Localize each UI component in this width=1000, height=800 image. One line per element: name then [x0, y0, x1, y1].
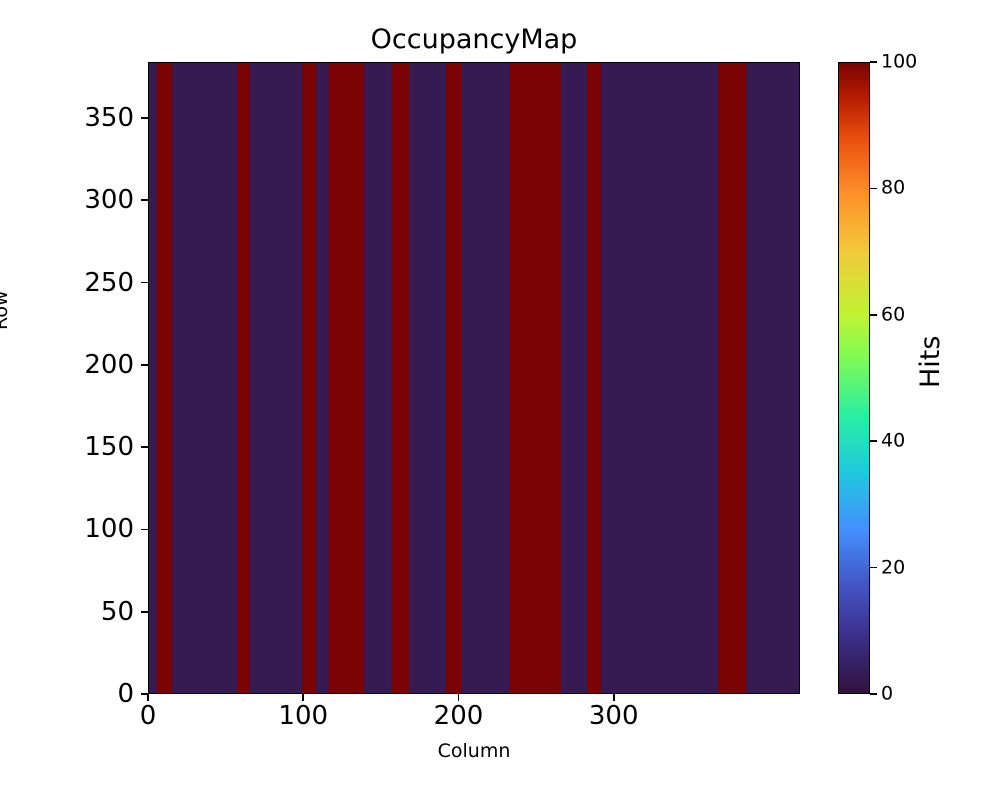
x-axis-tick-label: 300: [588, 701, 639, 731]
y-axis-tick-mark: [141, 693, 148, 695]
y-axis-tick-label: 0: [117, 679, 134, 709]
colorbar-tick-mark: [870, 61, 877, 63]
colorbar-tick-label: 20: [881, 556, 906, 579]
colorbar-tick-label: 40: [881, 429, 906, 452]
y-axis-tick-label: 50: [100, 596, 134, 627]
y-axis-tick-mark: [141, 610, 148, 613]
y-axis-tick-label: 100: [84, 514, 134, 545]
y-axis-tick-mark: [141, 281, 148, 284]
x-axis-tick-label: 100: [278, 701, 329, 731]
x-axis-tick-mark: [147, 694, 149, 701]
colorbar-tick-label: 60: [881, 303, 906, 326]
x-axis-tick-mark: [612, 694, 615, 701]
colorbar-tick-label: 80: [881, 176, 906, 199]
colorbar-tick-mark: [870, 693, 877, 695]
occupancy-heatmap-image: [149, 63, 799, 693]
y-axis-tick-label: 150: [84, 432, 134, 463]
colorbar-label: Hits: [915, 335, 946, 388]
x-axis-label: Column: [437, 740, 511, 762]
x-axis-tick-label: 200: [433, 701, 484, 731]
colorbar-gradient: [838, 62, 870, 694]
colorbar-tick-mark: [870, 314, 877, 316]
colorbar-tick-label: 0: [881, 682, 894, 705]
colorbar-tick-mark: [870, 187, 877, 190]
y-axis-tick-mark: [141, 117, 148, 119]
x-axis-tick-mark: [302, 694, 305, 701]
colorbar[interactable]: 0 20 40 60 80 100: [838, 52, 917, 703]
page-title: OccupancyMap: [370, 24, 578, 55]
colorbar-tick-mark: [870, 440, 877, 442]
y-axis-tick-label: 200: [84, 349, 134, 380]
x-axis-tick-label: 0: [139, 701, 157, 731]
y-axis-tick-label: 250: [84, 267, 134, 298]
y-axis-label: Row: [0, 290, 12, 330]
y-axis-tick-mark: [141, 446, 148, 448]
colorbar-tick-label: 100: [881, 50, 918, 73]
heatmap-plot-area[interactable]: [148, 62, 800, 694]
y-axis-tick-label: 300: [84, 185, 134, 216]
colorbar-tick-mark: [870, 566, 877, 569]
y-axis-tick-mark: [141, 528, 148, 531]
y-axis-tick-label: 350: [84, 102, 134, 133]
y-axis-tick-mark: [141, 199, 148, 202]
y-axis-tick-mark: [141, 364, 148, 366]
x-axis-tick-mark: [457, 694, 460, 701]
